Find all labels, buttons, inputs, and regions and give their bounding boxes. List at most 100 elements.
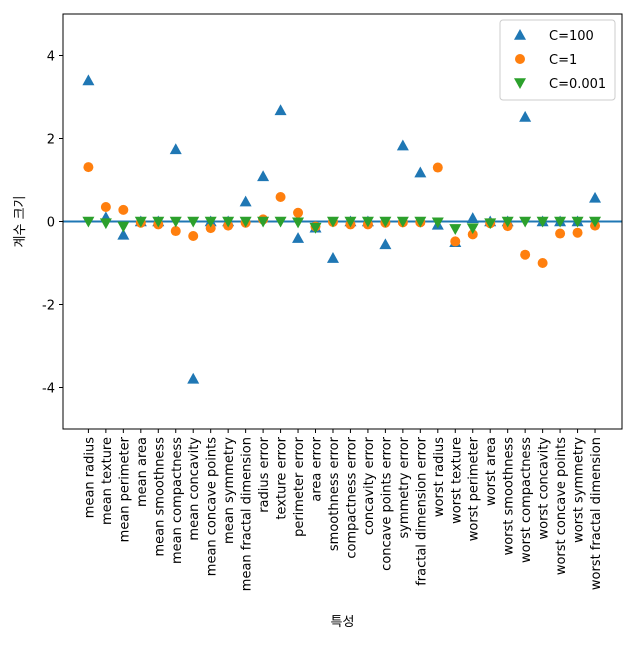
data-point (450, 236, 461, 247)
data-point (589, 191, 602, 203)
data-point (188, 231, 199, 242)
plot-area-frame (62, 13, 623, 430)
series-C=1 (83, 162, 601, 268)
x-tick-label: perimeter error (292, 436, 307, 537)
x-tick-label: mean perimeter (117, 436, 132, 542)
x-tick-label: worst concavity (537, 437, 552, 540)
data-point (239, 216, 252, 228)
x-tick-label: mean fractal dimension (240, 437, 255, 591)
x-tick-label: worst symmetry (572, 437, 587, 543)
x-tick-label: concave points error (379, 436, 394, 570)
data-point (396, 216, 409, 228)
data-point (537, 258, 548, 268)
x-tick-label: smoothness error (327, 436, 342, 551)
legend: C=100 C=1 C=0.001 (499, 19, 616, 101)
legend-marker (514, 29, 526, 40)
data-point (169, 143, 182, 155)
legend-box (499, 19, 616, 101)
data-point (571, 216, 584, 228)
data-point (82, 216, 95, 228)
data-point (292, 232, 305, 243)
x-tick-label: mean concavity (187, 437, 202, 541)
x-tick-label: worst fractal dimension (589, 437, 604, 590)
data-point (118, 204, 129, 215)
data-point (344, 216, 357, 228)
x-tick-label: compactness error (344, 436, 359, 558)
data-point (589, 216, 602, 228)
x-tick-label: fractal dimension error (414, 436, 429, 585)
y-tick-label: -4 (42, 382, 55, 397)
data-point (536, 216, 549, 228)
data-point (466, 212, 479, 223)
data-point (326, 216, 339, 228)
x-tick-label: mean texture (100, 437, 115, 525)
data-point (169, 216, 182, 228)
data-point (379, 238, 392, 250)
x-tick-label: worst texture (449, 437, 464, 524)
data-point (100, 201, 111, 212)
x-tick-label: worst concave points (554, 437, 569, 575)
data-point (274, 216, 287, 228)
data-point (239, 195, 252, 207)
legend-entry-label: C=100 (549, 29, 594, 44)
data-point (414, 216, 427, 228)
legend-entry-label: C=1 (549, 53, 577, 68)
x-tick-label: mean concave points (205, 437, 220, 576)
data-point (134, 216, 147, 228)
data-point (414, 166, 427, 178)
x-tick-label: mean compactness (170, 437, 185, 564)
y-tick-label: 4 (47, 50, 55, 65)
x-tick-label: concavity error (362, 436, 377, 535)
series-C=0.001 (82, 216, 602, 235)
data-point (99, 218, 112, 230)
data-point (222, 216, 235, 228)
y-tick-label: 2 (47, 133, 55, 148)
data-point (257, 216, 270, 228)
legend-marker (515, 54, 525, 64)
data-point (293, 207, 304, 218)
data-point (274, 104, 287, 116)
x-tick-label: worst compactness (519, 437, 534, 563)
data-point (466, 223, 479, 235)
data-point (572, 227, 583, 238)
legend-entry-label: C=0.001 (549, 77, 606, 92)
data-point (117, 228, 130, 240)
data-point (484, 218, 497, 230)
data-point (82, 74, 95, 86)
x-tick-label: mean radius (82, 437, 97, 518)
data-point (501, 216, 514, 228)
y-axis-title: 계수 크기 (13, 196, 28, 248)
data-point (204, 216, 217, 228)
data-point (152, 216, 165, 228)
data-point (187, 216, 200, 228)
data-point (467, 229, 478, 240)
data-point (292, 217, 305, 229)
x-axis-title: 특성 (331, 615, 355, 630)
y-tick-label: 0 (47, 216, 55, 231)
data-point (520, 249, 531, 260)
data-point (519, 216, 532, 228)
data-point (257, 170, 270, 182)
x-tick-label: worst area (484, 437, 499, 506)
data-markers (82, 74, 602, 384)
x-tick-label: mean symmetry (222, 437, 237, 544)
data-point (396, 139, 409, 151)
x-tick-label: symmetry error (397, 436, 412, 538)
y-axis-ticks: -4 -2 0 2 4 (42, 50, 63, 397)
x-tick-label: mean area (135, 437, 150, 507)
data-point (275, 192, 286, 203)
data-point (326, 252, 339, 263)
x-axis-ticks: mean radius mean texture mean perimeter mea… (82, 429, 604, 591)
legend-marker (514, 78, 526, 89)
data-point (555, 228, 566, 239)
data-point (431, 217, 444, 229)
data-point (117, 221, 130, 233)
data-point (432, 162, 443, 173)
data-point (379, 216, 392, 228)
x-tick-label: worst perimeter (467, 436, 482, 541)
data-point (361, 216, 374, 228)
x-tick-label: mean smoothness (152, 437, 167, 557)
data-point (187, 372, 200, 384)
data-point (170, 226, 181, 237)
